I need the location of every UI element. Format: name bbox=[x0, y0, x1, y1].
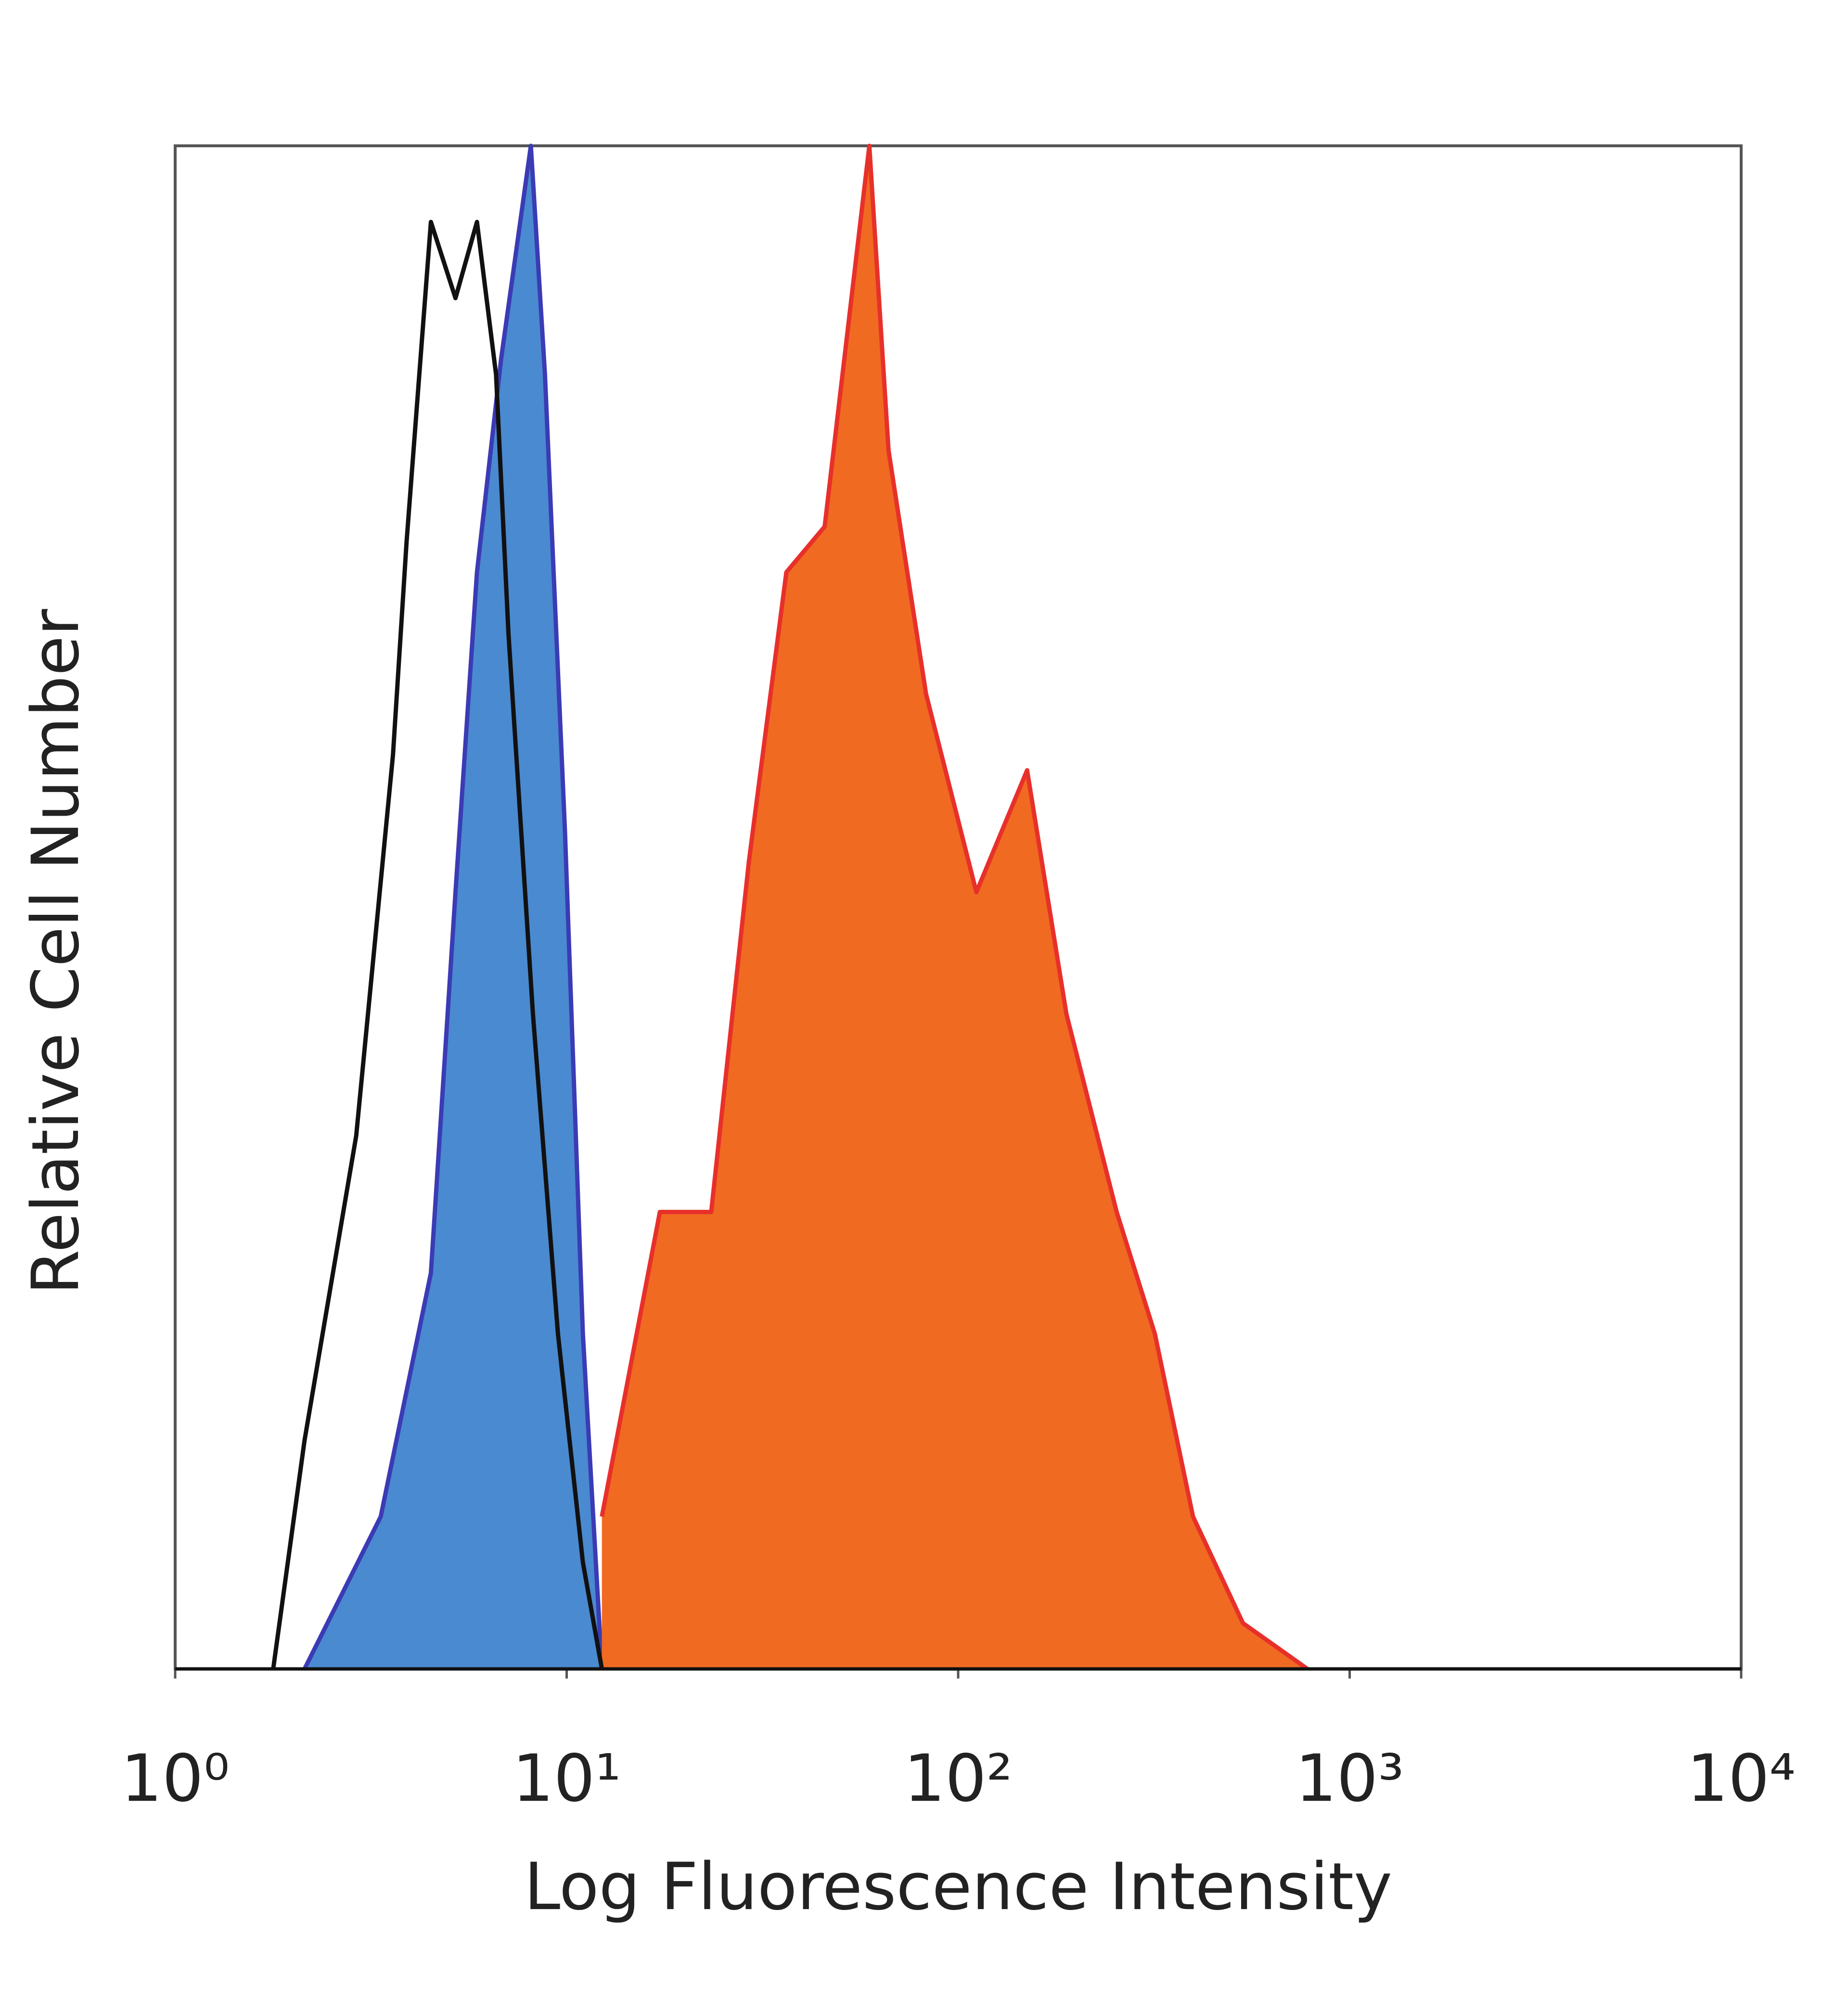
x-tick-label: 10⁰ bbox=[121, 1741, 230, 1816]
x-tick-label: 10² bbox=[904, 1741, 1013, 1816]
y-axis-label: Relative Cell Number bbox=[18, 609, 93, 1295]
area-outline bbox=[600, 143, 1309, 1671]
area-fill bbox=[602, 146, 1308, 1669]
area-fill bbox=[304, 146, 602, 1669]
area-outline bbox=[302, 143, 604, 1670]
x-tick-label: 10⁴ bbox=[1687, 1741, 1796, 1816]
histogram-line bbox=[271, 219, 604, 1669]
x-tick-label: 10³ bbox=[1296, 1741, 1404, 1816]
x-axis-label: Log Fluorescence Intensity bbox=[524, 1849, 1392, 1924]
x-tick-label: 10¹ bbox=[513, 1741, 621, 1816]
